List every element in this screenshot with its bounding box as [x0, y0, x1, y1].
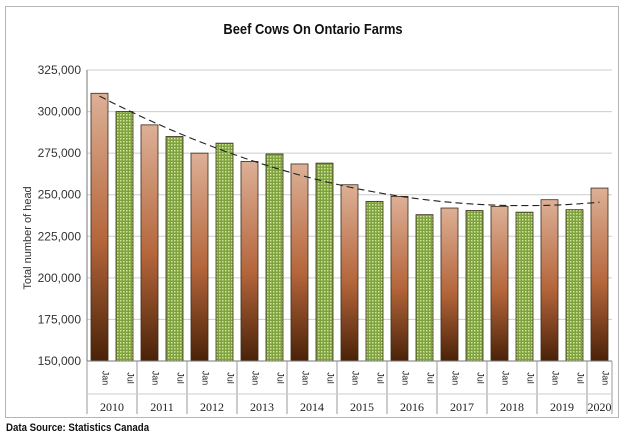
y-axis-label: Total number of head [22, 186, 34, 289]
bar-jan [440, 207, 459, 362]
x-tick-label: Jan [151, 371, 161, 386]
year-label: 2019 [550, 400, 574, 414]
axes: 150,000 175,000 200,000 225,000 250,000 275,0… [38, 63, 613, 414]
bar-jul [115, 111, 134, 362]
bar-jan [590, 187, 609, 362]
y-tick-label: 200,000 [38, 271, 82, 285]
x-tick-label: Jan [251, 371, 261, 386]
x-tick-label: Jul [526, 372, 536, 384]
bar-jan [290, 163, 309, 362]
bar-jul [515, 211, 534, 362]
x-tick-label: Jul [326, 372, 336, 384]
bar-jul [315, 162, 334, 362]
y-tick-label: 150,000 [38, 354, 82, 368]
x-tick-label: Jul [126, 372, 136, 384]
bar-jan [340, 184, 359, 362]
chart-title: Beef Cows On Ontario Farms [223, 21, 403, 38]
bar-jul [215, 142, 234, 362]
bar-jul [565, 209, 584, 362]
y-tick-label: 225,000 [38, 229, 82, 243]
x-tick-label: Jul [276, 372, 286, 384]
bar-jan [490, 205, 509, 362]
x-tick-label: Jul [376, 372, 386, 384]
year-label: 2018 [500, 400, 524, 414]
y-tick-label: 175,000 [38, 312, 82, 326]
year-label: 2015 [350, 400, 374, 414]
year-label: 2014 [300, 400, 324, 414]
x-tick-label: Jul [226, 372, 236, 384]
x-tick-label: Jan [401, 371, 411, 386]
x-tick-label: Jan [601, 371, 611, 386]
bar-jan [90, 92, 109, 362]
x-tick-label: Jan [201, 371, 211, 386]
year-label: 2011 [150, 400, 174, 414]
x-tick-label: Jan [451, 371, 461, 386]
bar-jul [265, 153, 284, 362]
y-tick-label: 325,000 [38, 63, 82, 77]
bar-series [90, 92, 609, 362]
bar-jan [240, 161, 259, 362]
bar-jul [415, 214, 434, 362]
year-label: 2010 [100, 400, 124, 414]
x-tick-label: Jan [301, 371, 311, 386]
x-tick-label: Jan [501, 371, 511, 386]
year-label: 2016 [400, 400, 424, 414]
bar-jul [465, 210, 484, 362]
y-tick-label: 300,000 [38, 105, 82, 119]
bar-jan [540, 199, 559, 362]
bar-jan [190, 152, 209, 362]
year-label: 2012 [200, 400, 224, 414]
x-tick-label: Jan [101, 371, 111, 386]
y-tick-label: 275,000 [38, 146, 82, 160]
bar-jul [365, 200, 384, 362]
data-source-note: Data Source: Statistics Canada [6, 422, 150, 434]
year-label: 2013 [250, 400, 274, 414]
bar-jan [140, 124, 159, 362]
year-label: 2017 [450, 400, 474, 414]
trendline-path [99, 95, 600, 207]
year-label: 2020 [588, 400, 612, 414]
bar-jul [165, 136, 184, 362]
x-tick-label: Jul [476, 372, 486, 384]
x-tick-label: Jul [176, 372, 186, 384]
trendline [99, 95, 600, 207]
bar-jan [390, 195, 409, 362]
x-tick-label: Jan [551, 371, 561, 386]
x-tick-label: Jan [351, 371, 361, 386]
y-tick-label: 250,000 [38, 188, 82, 202]
x-tick-label: Jul [426, 372, 436, 384]
x-tick-label: Jul [576, 372, 586, 384]
